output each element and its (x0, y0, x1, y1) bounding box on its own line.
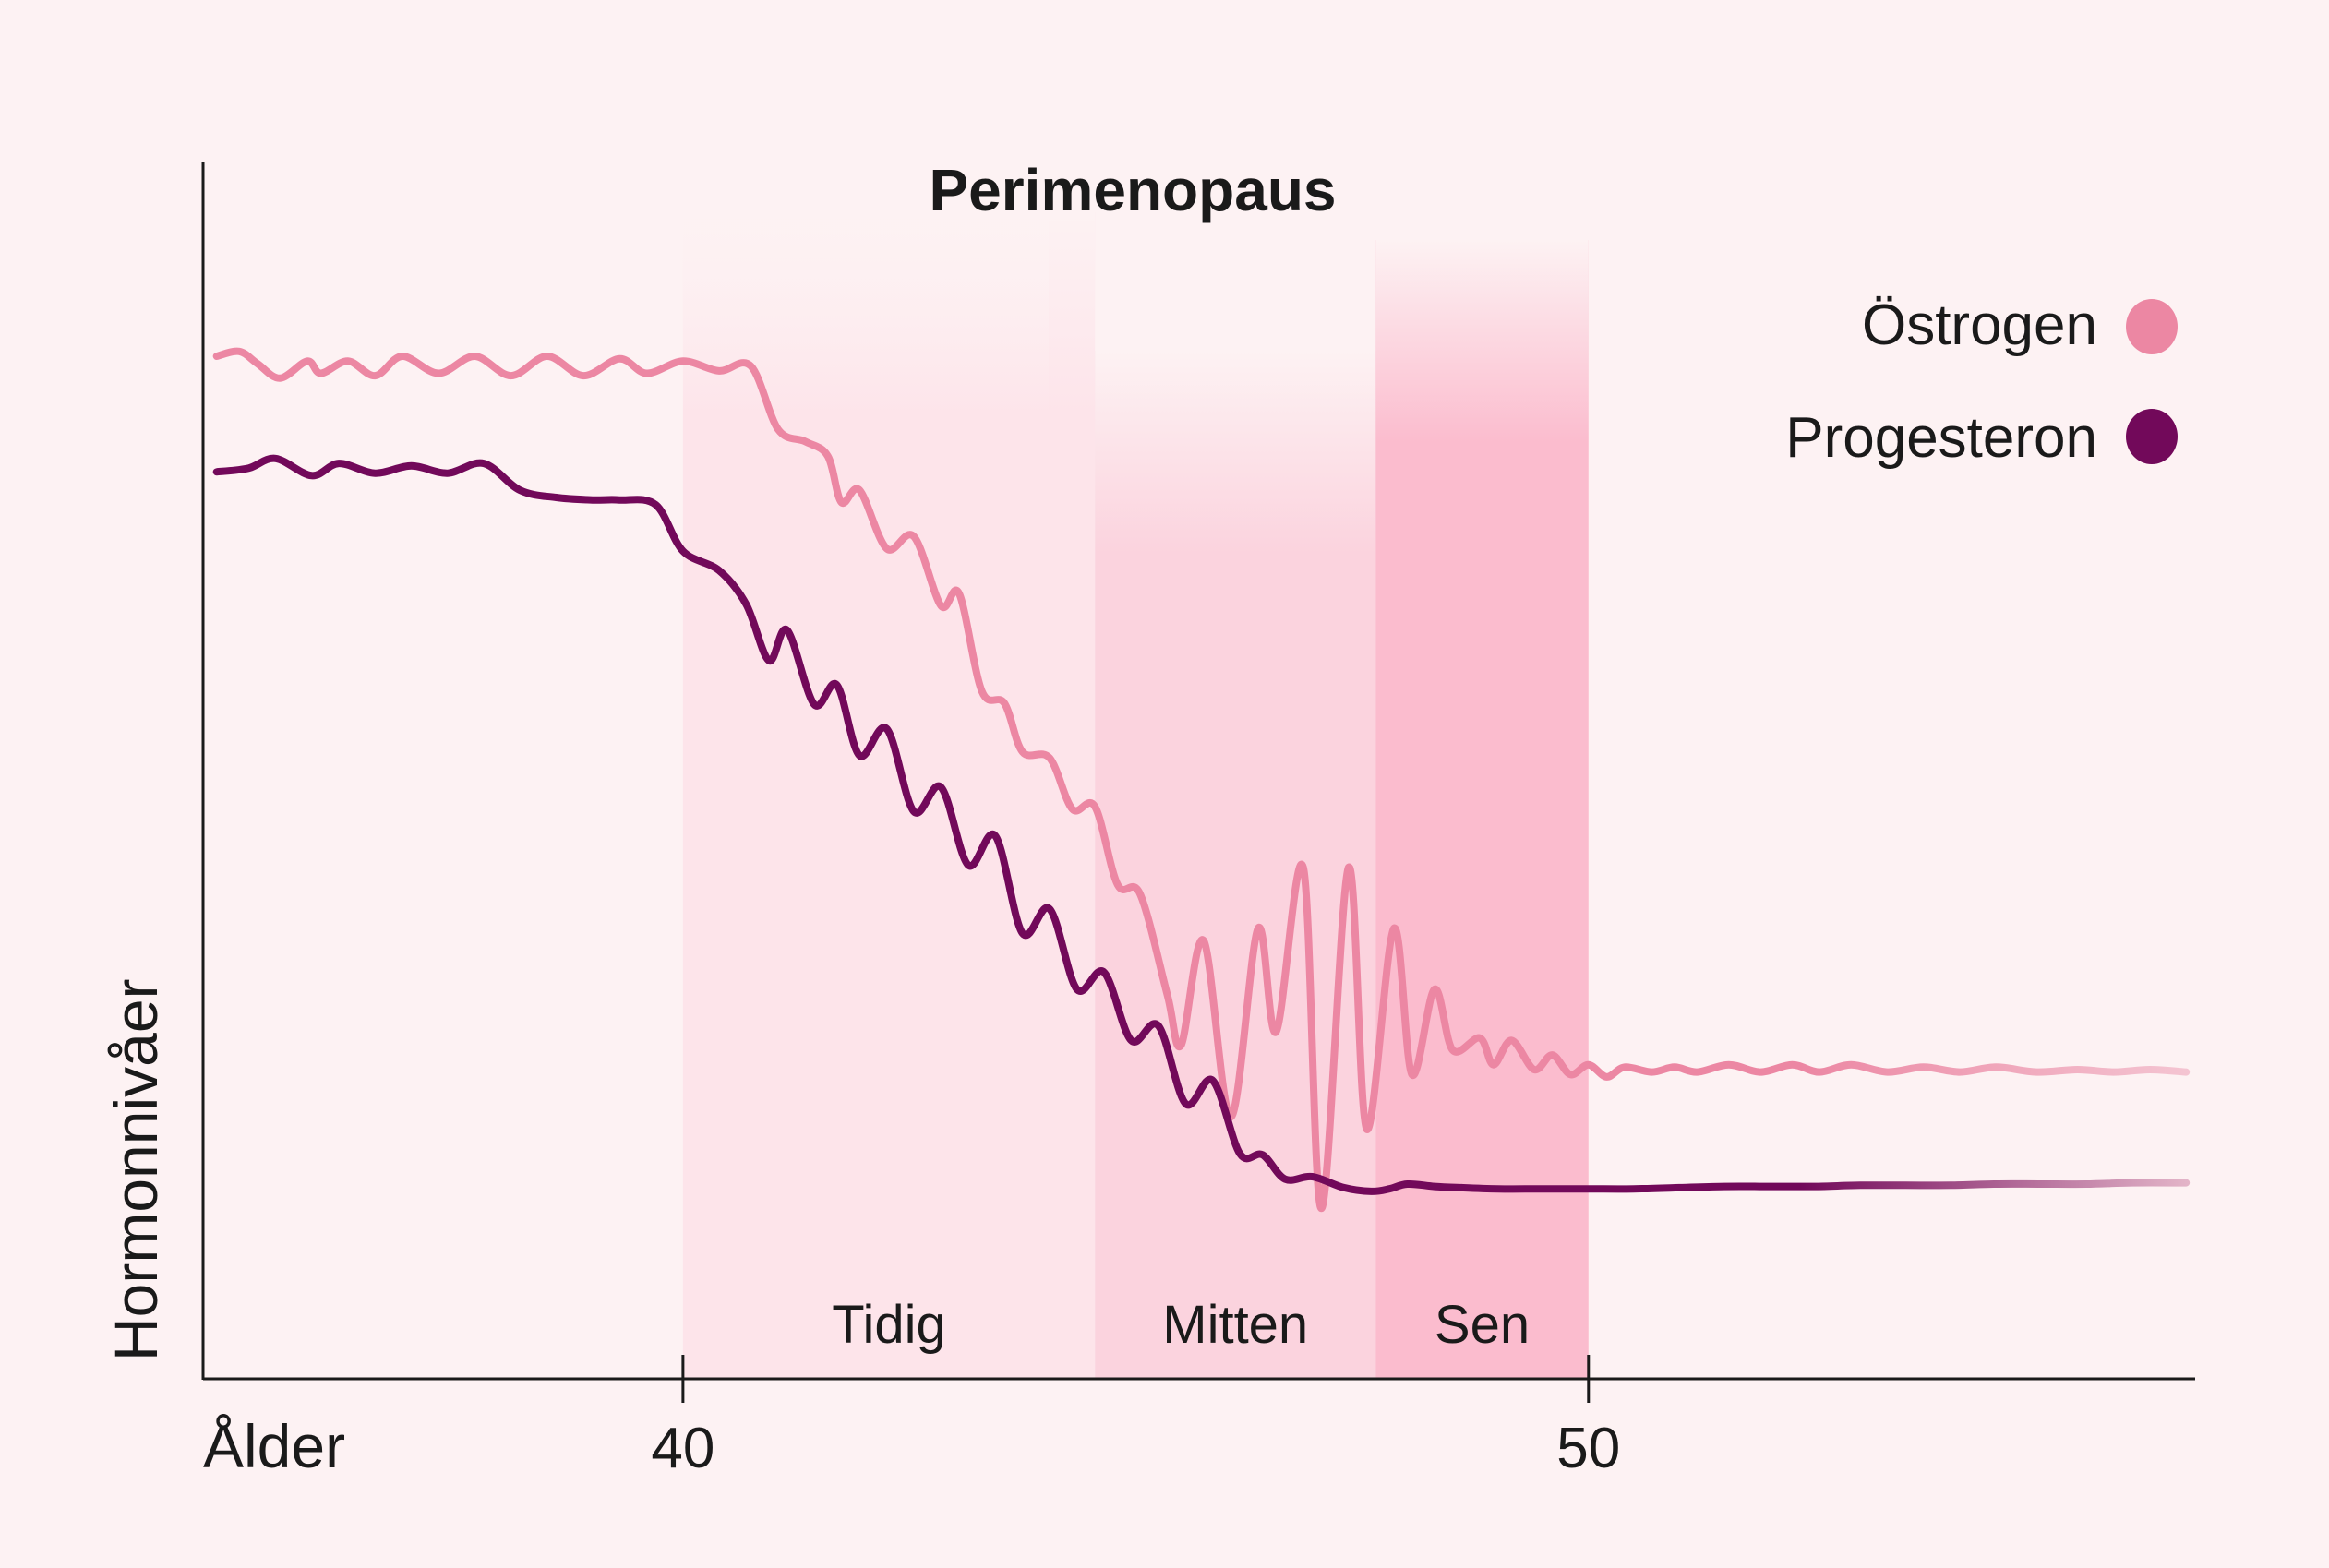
phase-label-sen: Sen (1435, 1295, 1530, 1355)
legend-label-ostrogen: Östrogen (1862, 293, 2097, 357)
series-line-progesteron (212, 454, 2191, 1195)
phase-label-mitten: Mitten (1162, 1295, 1308, 1355)
phase-band-fade-sen (1375, 240, 1589, 443)
x-tick-label-50: 50 (1556, 1417, 1620, 1480)
legend-marker-progesteron (2126, 409, 2178, 464)
phase-band-fade-mitten (1095, 351, 1376, 554)
chart-title: Perimenopaus (929, 157, 1336, 223)
x-ticks: 40 50 (651, 1355, 1620, 1480)
phase-top-fade (679, 138, 1049, 415)
series-line-ostrogen (212, 347, 2191, 1213)
x-tick-label-40: 40 (651, 1417, 714, 1480)
phase-label-tidig: Tidig (832, 1295, 946, 1355)
y-axis-label: Hormonnivåer (102, 979, 170, 1362)
legend: Östrogen Progesteron (1785, 293, 2178, 470)
series-lines (212, 347, 2191, 1213)
phase-labels: Tidig Mitten Sen (832, 1295, 1530, 1355)
legend-label-progesteron: Progesteron (1785, 406, 2097, 470)
legend-marker-ostrogen (2126, 299, 2178, 354)
x-axis-label: Ålder (203, 1412, 345, 1480)
